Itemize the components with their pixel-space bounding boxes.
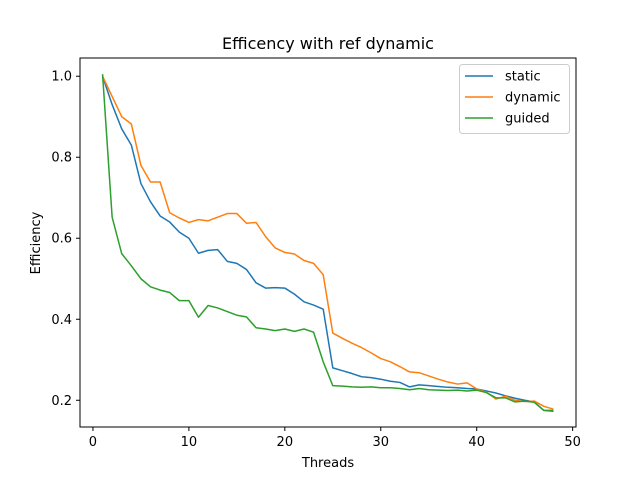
legend: static dynamic guided — [459, 64, 570, 134]
x-axis: 0 10 20 30 40 50 — [89, 427, 581, 450]
legend-box — [459, 64, 570, 134]
y-axis: 0.2 0.4 0.6 0.8 1.0 — [51, 70, 80, 409]
series-lines — [101, 74, 554, 412]
plot-frame — [79, 57, 577, 428]
y-tick-label: 0.8 — [51, 151, 72, 166]
x-tick-label: 40 — [468, 435, 485, 450]
y-tick-label: 0.6 — [51, 232, 72, 247]
legend-label-guided: guided — [505, 112, 550, 127]
x-tick-label: 20 — [277, 435, 294, 450]
x-tick-label: 0 — [89, 435, 97, 450]
x-tick-label: 10 — [181, 435, 198, 450]
chart-title: Efficency with ref dynamic — [222, 34, 434, 53]
y-tick-label: 0.4 — [51, 313, 72, 328]
y-tick-label: 0.2 — [51, 394, 72, 409]
x-axis-label: Threads — [301, 456, 354, 471]
series-line-dynamic — [101, 75, 554, 410]
series-line-guided — [101, 74, 554, 412]
plot-area — [79, 57, 577, 428]
y-axis-label: Efficiency — [29, 211, 44, 274]
y-tick-label: 1.0 — [51, 70, 72, 85]
x-tick-label: 30 — [372, 435, 389, 450]
legend-label-static: static — [505, 70, 541, 85]
x-tick-label: 50 — [564, 435, 581, 450]
legend-label-dynamic: dynamic — [505, 91, 561, 106]
